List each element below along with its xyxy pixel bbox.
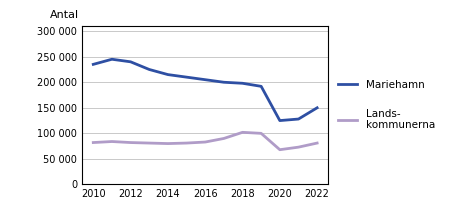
Mariehamn bbox=[277, 119, 282, 122]
Mariehamn bbox=[109, 58, 114, 61]
Mariehamn bbox=[183, 76, 189, 78]
Mariehamn bbox=[202, 78, 207, 81]
Mariehamn bbox=[239, 82, 245, 85]
Text: Antal: Antal bbox=[50, 10, 79, 20]
Mariehamn bbox=[146, 68, 152, 71]
Mariehamn bbox=[91, 63, 96, 66]
Lands-
kommunerna bbox=[295, 146, 301, 148]
Mariehamn bbox=[295, 118, 301, 120]
Lands-
kommunerna bbox=[202, 141, 207, 143]
Legend: Mariehamn, Lands-
kommunerna: Mariehamn, Lands- kommunerna bbox=[338, 80, 434, 130]
Lands-
kommunerna bbox=[127, 141, 133, 144]
Mariehamn bbox=[165, 73, 170, 76]
Lands-
kommunerna bbox=[109, 140, 114, 143]
Lands-
kommunerna bbox=[258, 132, 263, 135]
Line: Mariehamn: Mariehamn bbox=[93, 59, 316, 121]
Lands-
kommunerna bbox=[313, 142, 319, 144]
Mariehamn bbox=[221, 81, 226, 84]
Lands-
kommunerna bbox=[239, 131, 245, 134]
Mariehamn bbox=[127, 61, 133, 63]
Line: Lands-
kommunerna: Lands- kommunerna bbox=[93, 132, 316, 150]
Lands-
kommunerna bbox=[165, 142, 170, 145]
Lands-
kommunerna bbox=[146, 142, 152, 144]
Mariehamn bbox=[313, 107, 319, 109]
Lands-
kommunerna bbox=[277, 148, 282, 151]
Lands-
kommunerna bbox=[221, 137, 226, 140]
Mariehamn bbox=[258, 85, 263, 88]
Lands-
kommunerna bbox=[183, 142, 189, 144]
Lands-
kommunerna bbox=[91, 141, 96, 144]
